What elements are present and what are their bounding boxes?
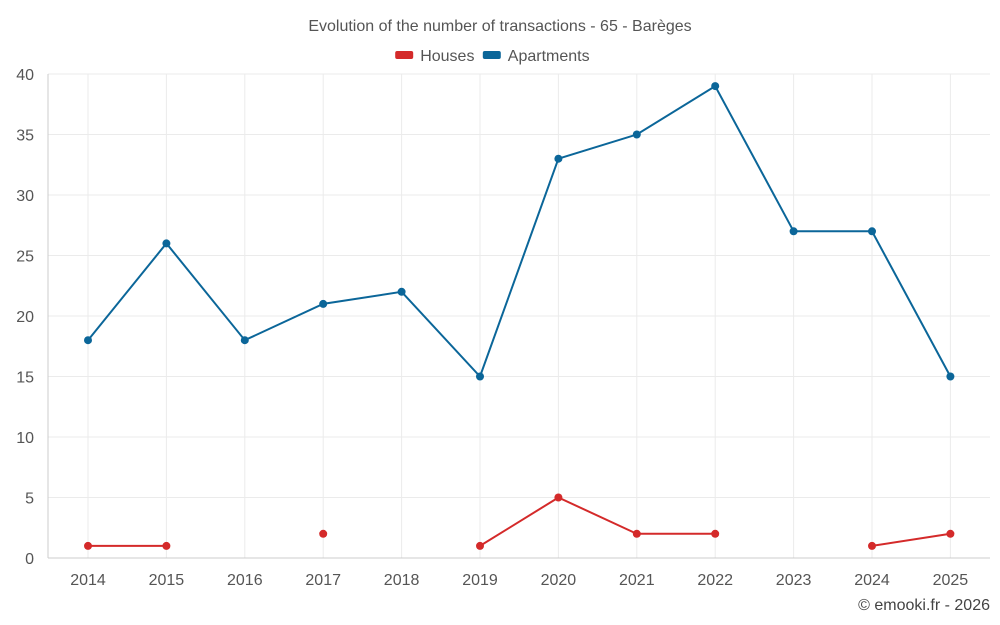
legend-swatch — [482, 51, 501, 59]
legend-label: Apartments — [508, 48, 590, 65]
x-tick-label: 2018 — [384, 572, 420, 589]
series-houses — [84, 493, 955, 550]
data-point-apartments[interactable] — [868, 227, 876, 236]
y-tick-label: 15 — [16, 370, 34, 387]
x-tick-label: 2023 — [776, 572, 812, 589]
data-point-apartments[interactable] — [789, 227, 798, 236]
x-tick-label: 2022 — [697, 572, 733, 589]
legend: Houses Apartments — [395, 48, 590, 65]
legend-item-houses[interactable]: Houses — [395, 48, 474, 65]
y-tick-label: 30 — [16, 188, 34, 205]
x-tick-label: 2020 — [541, 572, 577, 589]
data-point-apartments[interactable] — [476, 372, 484, 381]
gridlines — [48, 73, 990, 558]
x-tick-label: 2017 — [305, 572, 341, 589]
x-tick-label: 2014 — [70, 572, 106, 589]
data-point-apartments[interactable] — [397, 287, 406, 296]
x-tick-label: 2021 — [619, 572, 655, 589]
data-point-houses[interactable] — [868, 541, 876, 550]
data-point-houses[interactable] — [711, 529, 720, 538]
chart-title: Evolution of the number of transactions … — [308, 18, 691, 35]
data-point-apartments[interactable] — [632, 130, 641, 139]
data-point-houses[interactable] — [554, 493, 563, 502]
y-tick-label: 10 — [16, 430, 34, 447]
y-tick-label: 5 — [25, 491, 34, 508]
data-point-houses[interactable] — [84, 541, 92, 550]
data-point-apartments[interactable] — [162, 239, 171, 248]
data-point-apartments[interactable] — [240, 336, 249, 345]
series-apartments — [84, 82, 955, 381]
x-tick-label: 2015 — [149, 572, 185, 589]
x-tick-label: 2016 — [227, 572, 263, 589]
series-line-houses — [479, 496, 716, 547]
x-tick-label: 2025 — [933, 572, 969, 589]
y-tick-label: 20 — [16, 309, 34, 326]
y-tick-label: 40 — [16, 67, 34, 84]
x-tick-label: 2019 — [462, 572, 498, 589]
data-point-houses[interactable] — [476, 541, 484, 550]
legend-label: Houses — [420, 48, 474, 65]
series-line-apartments — [87, 84, 952, 379]
legend-swatch — [395, 51, 414, 59]
y-tick-label: 35 — [16, 128, 34, 145]
data-point-apartments[interactable] — [84, 336, 92, 345]
series-layer — [84, 82, 955, 550]
data-point-houses[interactable] — [632, 529, 641, 538]
series-line-houses — [871, 532, 951, 547]
data-point-houses[interactable] — [162, 541, 171, 550]
data-point-apartments[interactable] — [946, 372, 955, 381]
data-point-houses[interactable] — [946, 529, 955, 538]
credit-text: © emooki.fr - 2026 — [858, 597, 990, 614]
y-tick-label: 0 — [25, 551, 34, 568]
x-tick-label: 2024 — [854, 572, 890, 589]
legend-item-apartments[interactable]: Apartments — [482, 48, 590, 65]
data-point-apartments[interactable] — [711, 82, 720, 91]
data-point-houses[interactable] — [319, 529, 328, 538]
data-point-apartments[interactable] — [554, 154, 563, 163]
data-point-apartments[interactable] — [319, 299, 328, 308]
y-tick-label: 25 — [16, 249, 34, 266]
